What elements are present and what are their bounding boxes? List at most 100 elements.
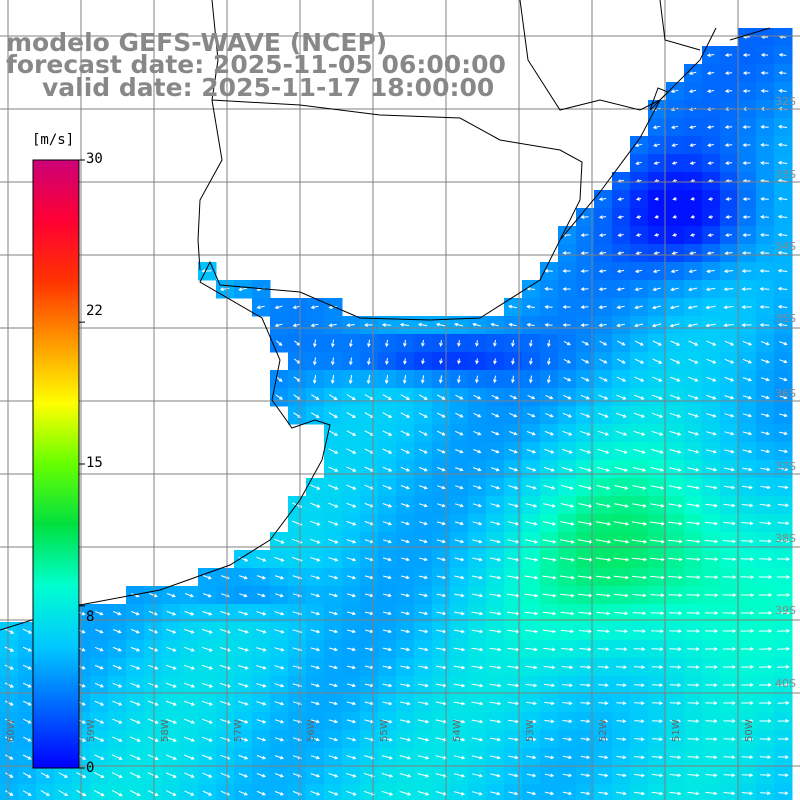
wind-arrow (777, 539, 790, 544)
wind-cell (432, 784, 451, 800)
wind-arrow (760, 413, 770, 418)
wind-arrow (274, 305, 283, 310)
wind-arrow (615, 665, 628, 670)
wind-arrow (183, 646, 195, 652)
wind-arrow (653, 143, 661, 147)
wind-arrow (634, 287, 643, 292)
wind-arrow (509, 431, 518, 436)
wind-cell (378, 784, 397, 800)
wind-arrow (777, 214, 788, 219)
wind-arrow (346, 755, 357, 760)
wind-arrow (669, 773, 682, 778)
wind-arrow (635, 161, 642, 165)
wind-arrow (705, 755, 718, 760)
wind-arrow (705, 287, 716, 292)
wind-arrow (707, 215, 714, 219)
wind-arrow (328, 448, 339, 454)
wind-arrow (742, 467, 753, 472)
wind-arrow (777, 124, 788, 129)
wind-arrow (453, 647, 466, 652)
wind-arrow (310, 575, 321, 580)
wind-arrow (417, 790, 430, 796)
wind-arrow (741, 323, 752, 327)
wind-cell (234, 784, 253, 800)
wind-arrow (778, 431, 788, 436)
wind-arrow (633, 665, 646, 670)
wind-arrow (598, 197, 607, 201)
wind-arrow (616, 269, 625, 273)
wind-arrow (471, 575, 484, 580)
wind-arrow (147, 700, 159, 706)
wind-arrow (778, 89, 787, 93)
wind-arrow (616, 305, 625, 310)
colorbar-ticks (79, 159, 85, 769)
wind-arrow (724, 467, 735, 472)
wind-arrow (741, 791, 754, 796)
wind-arrow (562, 412, 573, 418)
wind-arrow (560, 503, 575, 508)
wind-arrow (722, 647, 737, 651)
wind-arrow (346, 430, 357, 436)
wind-arrow (651, 665, 664, 669)
wind-arrow (292, 305, 301, 310)
lat-label: 40S (775, 677, 796, 690)
wind-arrow (545, 394, 554, 400)
wind-arrow (668, 593, 683, 598)
wind-arrow (760, 143, 769, 147)
wind-arrow (777, 683, 790, 687)
wind-arrow (669, 683, 682, 687)
wind-arrow (148, 664, 159, 670)
colorbar-tick-15: 15 (86, 455, 103, 471)
wind-arrow (58, 772, 69, 778)
wind-arrow (525, 665, 538, 670)
wind-arrow (4, 682, 14, 688)
wind-cell (198, 784, 217, 800)
wind-arrow (542, 539, 557, 544)
wind-arrow (202, 772, 213, 778)
wind-arrow (508, 322, 517, 327)
wind-arrow (473, 449, 482, 454)
wind-arrow (219, 664, 231, 670)
wind-arrow (417, 701, 430, 706)
wind-arrow (113, 611, 122, 616)
wind-arrow (400, 593, 411, 598)
wind-arrow (274, 629, 285, 634)
wind-arrow (509, 412, 518, 418)
wind-arrow (688, 89, 697, 93)
wind-arrow (669, 719, 682, 724)
wind-arrow (202, 754, 213, 760)
wind-arrow (256, 647, 267, 652)
wind-arrow (562, 755, 573, 760)
wind-arrow (489, 683, 502, 688)
wind-arrow (328, 502, 339, 508)
wind-arrow (634, 143, 643, 147)
wind-arrow (634, 394, 645, 400)
wind-arrow (777, 142, 788, 147)
wind-arrow (596, 484, 611, 490)
wind-arrow (219, 682, 231, 688)
wind-arrow (723, 305, 734, 310)
wind-arrow (705, 449, 718, 454)
wind-arrow (544, 323, 553, 327)
wind-arrow (650, 593, 665, 598)
wind-arrow (453, 701, 466, 706)
wind-arrow (384, 374, 389, 385)
wind-arrow (310, 557, 321, 562)
wind-arrow (275, 376, 283, 382)
wind-arrow (475, 358, 479, 365)
wind-arrow (275, 340, 283, 346)
wind-arrow (616, 394, 627, 400)
wind-arrow (507, 701, 520, 706)
wind-arrow (94, 682, 104, 688)
wind-arrow (457, 358, 461, 365)
wind-arrow (542, 557, 557, 562)
wind-arrow (310, 755, 321, 760)
wind-arrow (507, 521, 520, 526)
wind-arrow (634, 305, 643, 310)
wind-arrow (595, 539, 612, 544)
wind-arrow (562, 719, 573, 724)
wind-arrow (561, 448, 573, 454)
wind-arrow (742, 233, 751, 237)
wind-arrow (758, 665, 773, 669)
wind-arrow (723, 737, 736, 741)
